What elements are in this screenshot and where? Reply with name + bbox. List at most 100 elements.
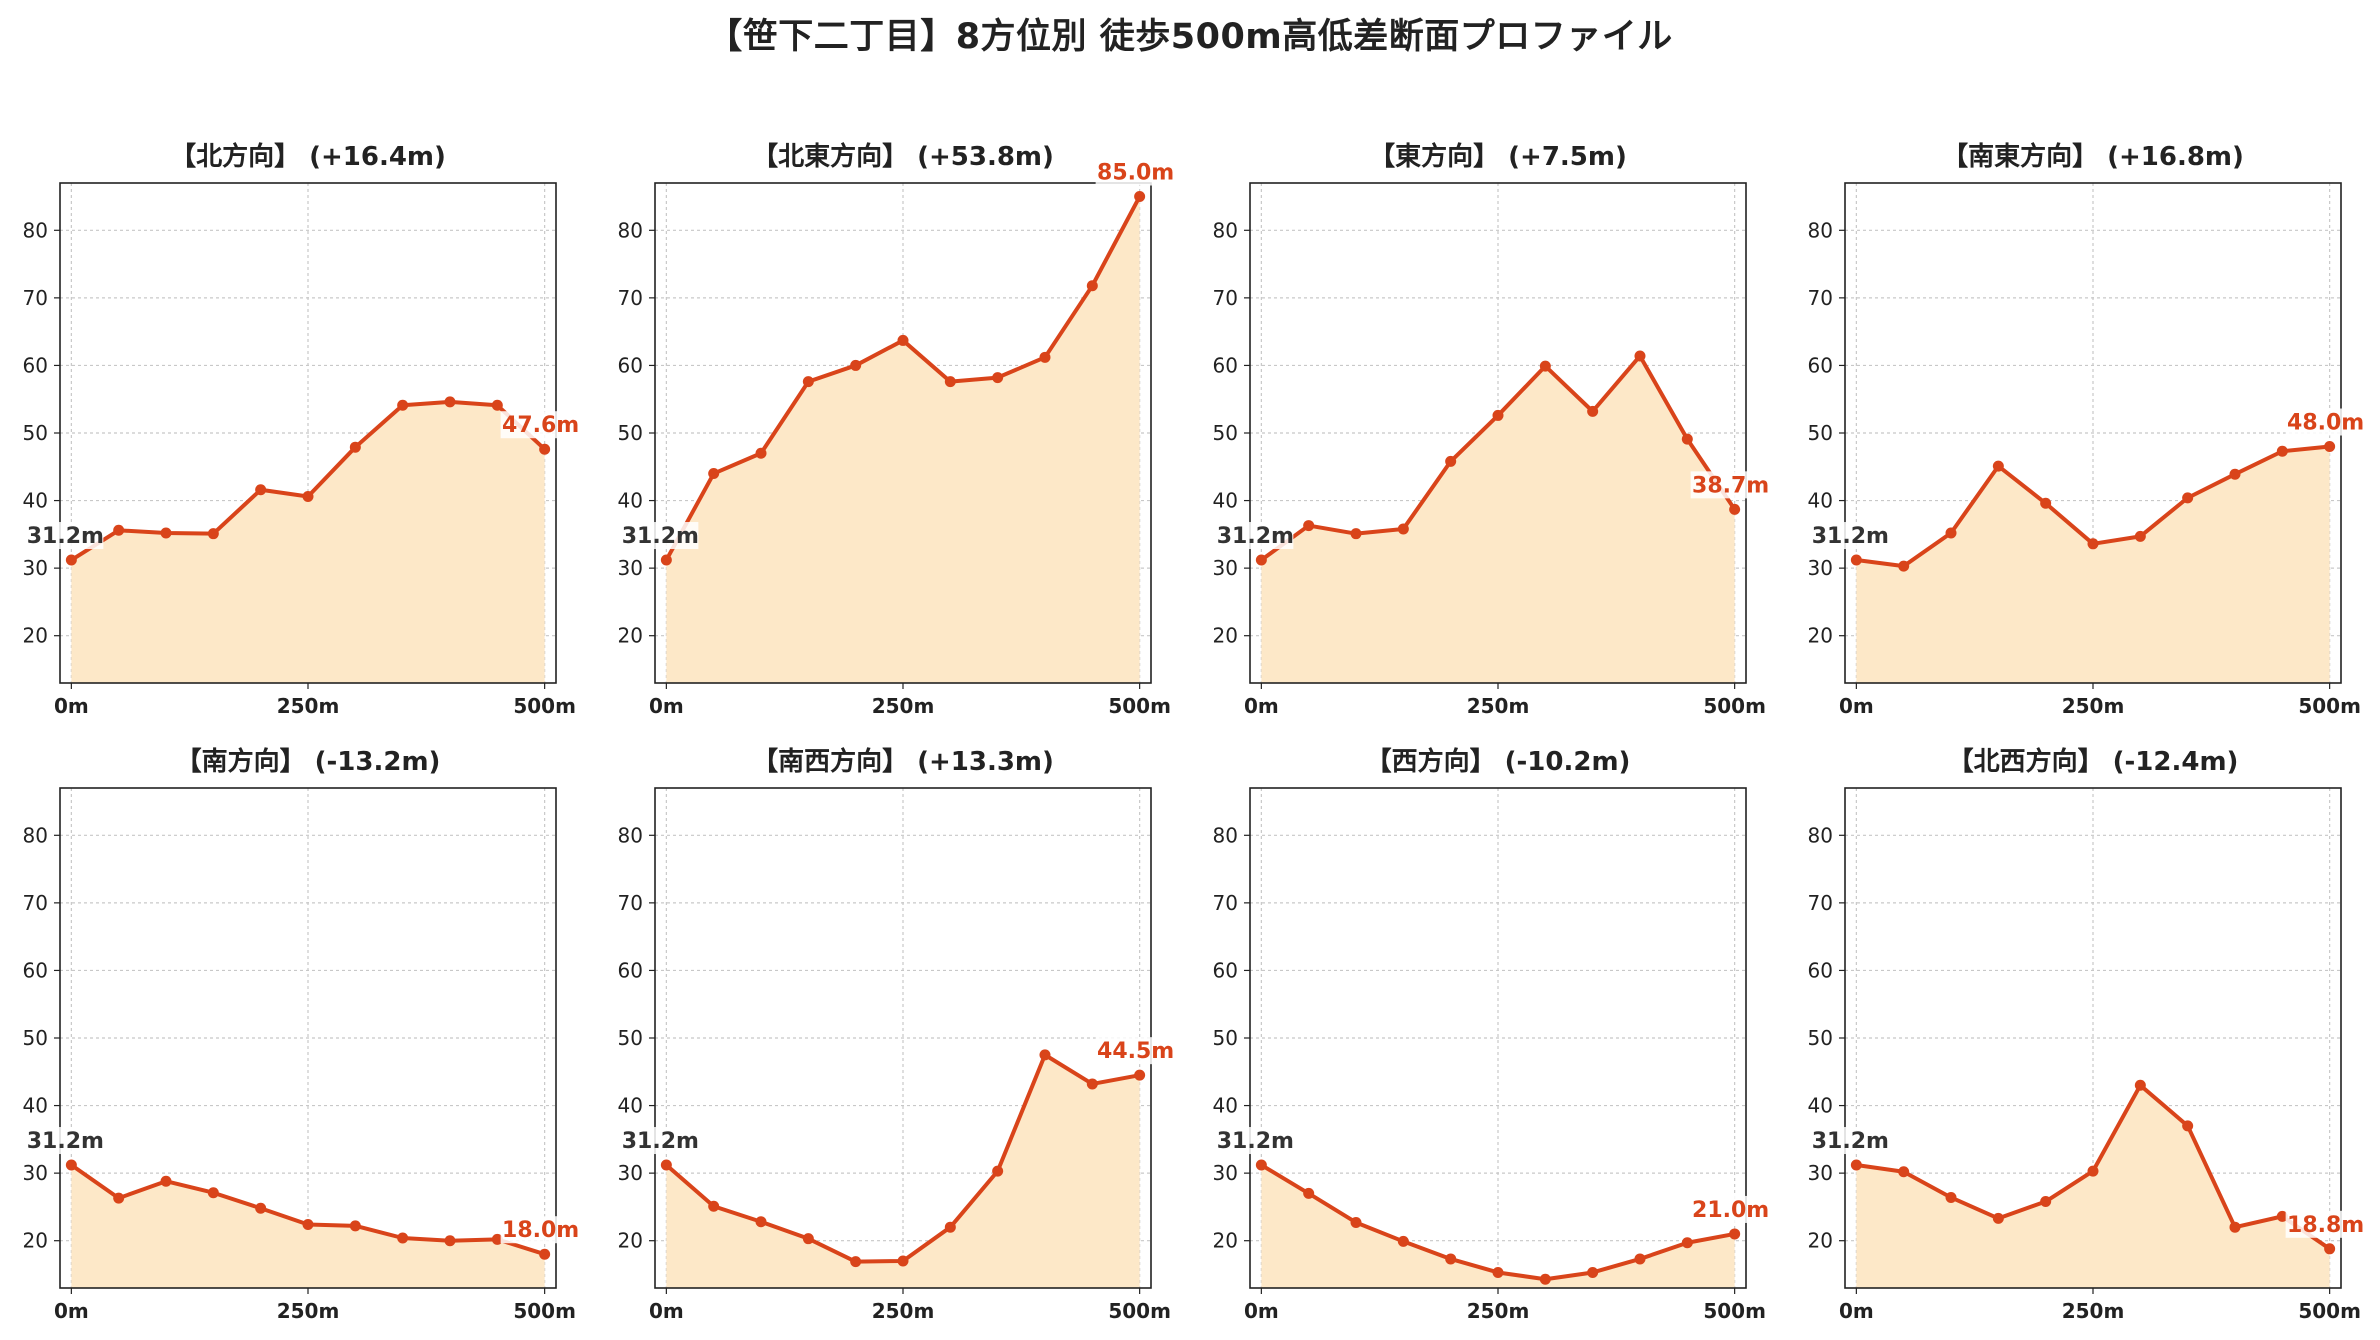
chart-1-ytick-label-4: 60 (618, 353, 643, 377)
chart-3-ytick-label-0: 20 (1808, 624, 1833, 648)
chart-4-point-7 (397, 1232, 409, 1244)
chart-0-point-4 (255, 484, 267, 496)
chart-3-xtick-label-1: 250m (2062, 694, 2125, 718)
chart-2-ytick-label-0: 20 (1213, 624, 1238, 648)
chart-5-point-4 (850, 1256, 862, 1268)
chart-4-xtick-label-0: 0m (54, 1299, 89, 1323)
chart-1-area (666, 196, 1140, 683)
chart-1-point-3 (802, 376, 814, 388)
chart-6-point-7 (1587, 1266, 1599, 1278)
chart-7-xtick-label-0: 0m (1839, 1299, 1874, 1323)
chart-6-point-1 (1303, 1187, 1315, 1199)
chart-3: 【南東方向】 (+16.8m) 20 30 40 50 60 70 80 0m 250m 500m 3… (1808, 141, 2366, 718)
chart-2-end-label-bg (1690, 471, 1771, 499)
chart-7-area (1856, 1085, 2330, 1288)
chart-6-point-4 (1445, 1253, 1457, 1265)
chart-2-point-2 (1350, 528, 1362, 540)
chart-7-ytick-label-4: 60 (1808, 958, 1833, 982)
chart-0-point-8 (444, 396, 456, 408)
chart-4-ytick-label-6: 80 (23, 823, 48, 847)
chart-5-xtick-label-2: 500m (1108, 1299, 1171, 1323)
chart-3-ytick-label-6: 80 (1808, 218, 1833, 242)
chart-0-point-2 (160, 527, 172, 539)
chart-1-ytick-label-2: 40 (618, 489, 643, 513)
chart-6-point-5 (1492, 1266, 1504, 1278)
chart-3-point-1 (1898, 560, 1910, 572)
chart-7-ytick-label-1: 30 (1808, 1161, 1833, 1185)
chart-3-ytick-label-3: 50 (1808, 421, 1833, 445)
chart-5-point-1 (708, 1200, 720, 1212)
chart-1-start-label: 31.2m (622, 524, 699, 549)
chart-1-point-4 (850, 359, 862, 371)
chart-3-point-10 (2324, 441, 2336, 453)
chart-4-ytick-label-0: 20 (23, 1229, 48, 1253)
chart-2-ytick-label-3: 50 (1213, 421, 1238, 445)
chart-3-end-label-bg (2285, 408, 2366, 436)
chart-6-point-0 (1255, 1159, 1267, 1171)
chart-3-title: 【南東方向】 (+16.8m) (1942, 141, 2244, 172)
chart-5-ytick-label-4: 60 (618, 958, 643, 982)
chart-2-end-label: 38.7m (1692, 473, 1769, 498)
chart-0-point-0 (65, 554, 77, 566)
chart-7-xtick-label-2: 500m (2298, 1299, 2361, 1323)
chart-0: 【北方向】 (+16.4m) 20 30 40 50 60 70 80 0m 250m 500m 31… (23, 141, 581, 718)
chart-6-ytick-label-3: 50 (1213, 1026, 1238, 1050)
chart-2-title: 【東方向】 (+7.5m) (1369, 141, 1627, 172)
chart-2-point-5 (1492, 409, 1504, 421)
chart-5-end-label: 44.5m (1097, 1039, 1174, 1064)
chart-0-xtick-label-0: 0m (54, 694, 89, 718)
chart-3-point-9 (2276, 445, 2288, 457)
chart-1-point-10 (1134, 191, 1146, 203)
chart-6-ytick-label-4: 60 (1213, 958, 1238, 982)
chart-1-point-7 (992, 372, 1004, 384)
chart-5-point-0 (660, 1159, 672, 1171)
chart-5-title: 【南西方向】 (+13.3m) (752, 746, 1054, 777)
chart-1-ytick-label-0: 20 (618, 624, 643, 648)
chart-7-point-4 (2040, 1196, 2052, 1208)
chart-6-xtick-label-2: 500m (1703, 1299, 1766, 1323)
chart-4-end-label: 18.0m (502, 1218, 579, 1243)
chart-6-point-9 (1681, 1237, 1693, 1249)
chart-3-xtick-label-2: 500m (2298, 694, 2361, 718)
chart-2-point-7 (1587, 405, 1599, 417)
chart-4-start-label-bg (27, 1127, 104, 1155)
chart-0-point-9 (491, 399, 503, 411)
chart-4-title: 【南方向】 (-13.2m) (176, 746, 441, 777)
chart-4-point-3 (207, 1187, 219, 1199)
chart-2-ytick-label-5: 70 (1213, 286, 1238, 310)
chart-2-point-8 (1634, 350, 1646, 362)
chart-0-ytick-label-1: 30 (23, 556, 48, 580)
chart-2: 【東方向】 (+7.5m) 20 30 40 50 60 70 80 0m 250m 500m 31.… (1213, 141, 1771, 718)
chart-7-point-5 (2087, 1165, 2099, 1177)
chart-0-point-1 (113, 524, 125, 536)
chart-4-ytick-label-4: 60 (23, 958, 48, 982)
chart-7-ytick-label-0: 20 (1808, 1229, 1833, 1253)
chart-4-point-9 (491, 1233, 503, 1245)
chart-4-point-1 (113, 1192, 125, 1204)
chart-5-start-label-bg (622, 1127, 699, 1155)
chart-4-ytick-label-1: 30 (23, 1161, 48, 1185)
chart-0-start-label: 31.2m (27, 524, 104, 549)
chart-7: 【北西方向】 (-12.4m) 20 30 40 50 60 70 80 0m 250m 500m 3… (1808, 746, 2366, 1323)
chart-6-ytick-label-6: 80 (1213, 823, 1238, 847)
chart-3-point-3 (1992, 460, 2004, 472)
chart-2-start-label: 31.2m (1217, 524, 1294, 549)
chart-7-frame (1844, 787, 2342, 1289)
chart-5-ytick-label-3: 50 (618, 1026, 643, 1050)
chart-6-frame (1249, 787, 1747, 1289)
chart-1: 【北東方向】 (+53.8m) 20 30 40 50 60 70 80 0m 250m 500m 3… (618, 141, 1176, 718)
chart-3-ytick-label-2: 40 (1808, 489, 1833, 513)
chart-5-start-label: 31.2m (622, 1129, 699, 1154)
chart-2-ytick-label-1: 30 (1213, 556, 1238, 580)
chart-4-xtick-label-1: 250m (277, 1299, 340, 1323)
chart-0-xtick-label-1: 250m (277, 694, 340, 718)
chart-2-point-0 (1255, 554, 1267, 566)
chart-5-point-3 (802, 1233, 814, 1245)
chart-6-ytick-label-2: 40 (1213, 1094, 1238, 1118)
chart-0-ytick-label-3: 50 (23, 421, 48, 445)
chart-5-point-9 (1086, 1078, 1098, 1090)
chart-2-point-10 (1729, 503, 1741, 515)
chart-1-point-1 (708, 468, 720, 480)
chart-2-xtick-label-2: 500m (1703, 694, 1766, 718)
